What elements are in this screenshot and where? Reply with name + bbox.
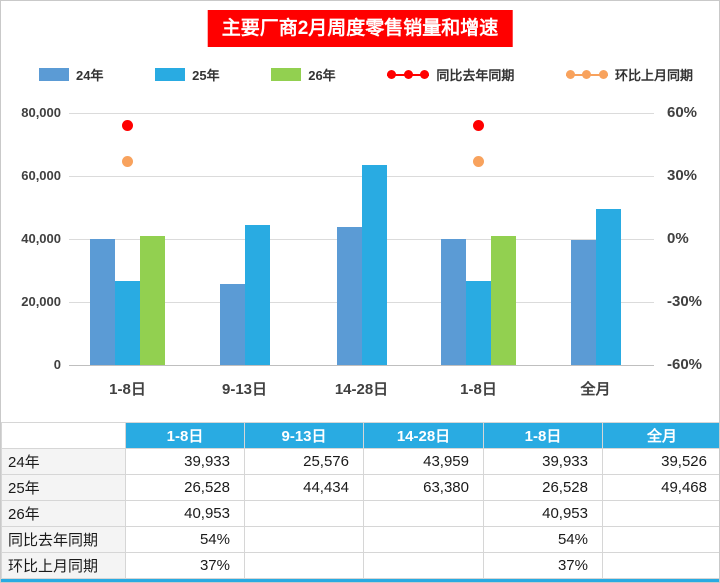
bar-24年 — [570, 240, 596, 365]
y-axis-left-tick: 40,000 — [21, 231, 61, 246]
table-cell: 49,468 — [602, 474, 719, 501]
column-header: 1-8日 — [125, 422, 245, 449]
bar-24年 — [219, 284, 245, 365]
gridline — [69, 113, 654, 114]
column-header: 全月 — [602, 422, 719, 449]
table-cell — [602, 500, 719, 527]
column-header: 1-8日 — [483, 422, 603, 449]
bar-25年 — [466, 281, 491, 365]
table-cell: 37% — [125, 552, 245, 579]
legend-swatch-icon — [39, 68, 69, 81]
bar-24年 — [336, 226, 362, 365]
table-cell: 40,953 — [483, 500, 603, 527]
data-table: 1-8日 9-13日 14-28日 1-8日 全月 24年 39,933 25,576 43,9… — [1, 422, 719, 579]
bar-25年 — [595, 209, 621, 365]
chart-title: 主要厂商2月周度零售销量和增速 — [207, 10, 513, 47]
corner-cell — [1, 422, 126, 449]
legend-line-marker-icon — [565, 69, 608, 80]
x-axis-category-label: 1-8日 — [460, 381, 497, 398]
legend-label: 环比上月同期 — [614, 68, 693, 83]
legend-label: 26年 — [308, 68, 336, 83]
chart-legend: 24年 25年 26年 同比去年同期 环比上月同期 — [39, 65, 693, 84]
x-axis-category-label: 全月 — [580, 381, 611, 398]
legend-item: 26年 — [271, 65, 336, 84]
table-cell: 54% — [125, 526, 245, 553]
x-axis-category-label: 9-13日 — [221, 381, 268, 398]
y-axis-right-tick: 60% — [667, 104, 698, 121]
table-cell — [602, 552, 719, 579]
table-row: 26年 40,953 40,953 — [1, 500, 719, 527]
y-axis-left-tick: 20,000 — [21, 294, 61, 309]
x-axis-category-label: 14-28日 — [334, 381, 389, 398]
gridline — [69, 365, 654, 366]
table-cell — [244, 526, 364, 553]
row-label: 同比去年同期 — [1, 526, 126, 553]
table-body: 24年 39,933 25,576 43,959 39,933 39,526 25年 26,5… — [1, 448, 719, 579]
table-row: 同比去年同期 54% 54% — [1, 526, 719, 553]
legend-label: 24年 — [76, 68, 104, 83]
marker-环比上月同期 — [122, 155, 133, 167]
table-cell: 44,434 — [244, 474, 364, 501]
chart-card: 主要厂商2月周度零售销量和增速 24年 25年 26年 同比去年同期 环比上月同期 0 -… — [1, 1, 719, 422]
marker-同比去年同期 — [122, 120, 133, 132]
legend-label: 25年 — [192, 68, 220, 83]
table-cell — [363, 552, 484, 579]
table-cell: 39,526 — [602, 448, 719, 475]
row-label: 24年 — [1, 448, 126, 475]
table-cell: 63,380 — [363, 474, 484, 501]
table-cell: 37% — [483, 552, 603, 579]
legend-item: 环比上月同期 — [565, 65, 693, 84]
table-cell — [244, 552, 364, 579]
table-cell — [363, 526, 484, 553]
table-cell — [602, 526, 719, 553]
legend-swatch-icon — [155, 68, 186, 81]
table-cell: 40,953 — [125, 500, 245, 527]
y-axis-left-tick: 0 — [53, 357, 61, 372]
table-row: 环比上月同期 37% 37% — [1, 552, 719, 579]
row-label: 环比上月同期 — [1, 552, 126, 579]
legend-swatch-icon — [271, 68, 302, 81]
table-row: 24年 39,933 25,576 43,959 39,933 39,526 — [1, 448, 719, 475]
column-header: 14-28日 — [363, 422, 484, 449]
legend-item: 24年 — [39, 65, 103, 84]
y-axis-left-tick: 60,000 — [21, 168, 61, 183]
bar-24年 — [90, 239, 115, 365]
legend-item: 25年 — [155, 65, 220, 84]
y-axis-left-tick: 80,000 — [21, 105, 61, 120]
legend-item: 同比去年同期 — [387, 65, 514, 84]
bar-24年 — [441, 239, 466, 365]
row-label: 25年 — [1, 474, 126, 501]
table-cell: 26,528 — [125, 474, 245, 501]
table-cell — [244, 500, 364, 527]
x-axis-category-label: 1-8日 — [109, 381, 146, 398]
bar-25年 — [115, 281, 140, 365]
marker-同比去年同期 — [473, 120, 484, 132]
bar-25年 — [361, 165, 387, 365]
table-cell: 25,576 — [244, 448, 364, 475]
table-cell: 39,933 — [125, 448, 245, 475]
column-header: 9-13日 — [244, 422, 364, 449]
table-cell: 26,528 — [483, 474, 603, 501]
table-row: 25年 26,528 44,434 63,380 26,528 49,468 — [1, 474, 719, 501]
y-axis-right-tick: -60% — [667, 356, 703, 373]
data-table-wrap: 1-8日 9-13日 14-28日 1-8日 全月 24年 39,933 25,576 43,9… — [1, 422, 719, 582]
legend-line-marker-icon — [387, 69, 430, 80]
legend-label: 同比去年同期 — [436, 68, 515, 83]
marker-环比上月同期 — [473, 155, 484, 167]
table-head: 1-8日 9-13日 14-28日 1-8日 全月 — [1, 422, 719, 449]
y-axis-right-tick: 0% — [667, 230, 689, 247]
table-cell: 54% — [483, 526, 603, 553]
table-cell: 39,933 — [483, 448, 603, 475]
row-label: 26年 — [1, 500, 126, 527]
table-cell — [363, 500, 484, 527]
table-header-row: 1-8日 9-13日 14-28日 1-8日 全月 — [1, 422, 719, 449]
y-axis-right-tick: 30% — [667, 167, 698, 184]
bar-26年 — [140, 235, 165, 365]
y-axis-right-tick: -30% — [667, 293, 703, 310]
bar-26年 — [491, 235, 516, 365]
chart-plot: 0 -60% 20,000 -30% 40,000 0% 60,000 30% 80,000 60… — [21, 104, 702, 398]
bar-25年 — [244, 225, 270, 365]
table-cell: 43,959 — [363, 448, 484, 475]
